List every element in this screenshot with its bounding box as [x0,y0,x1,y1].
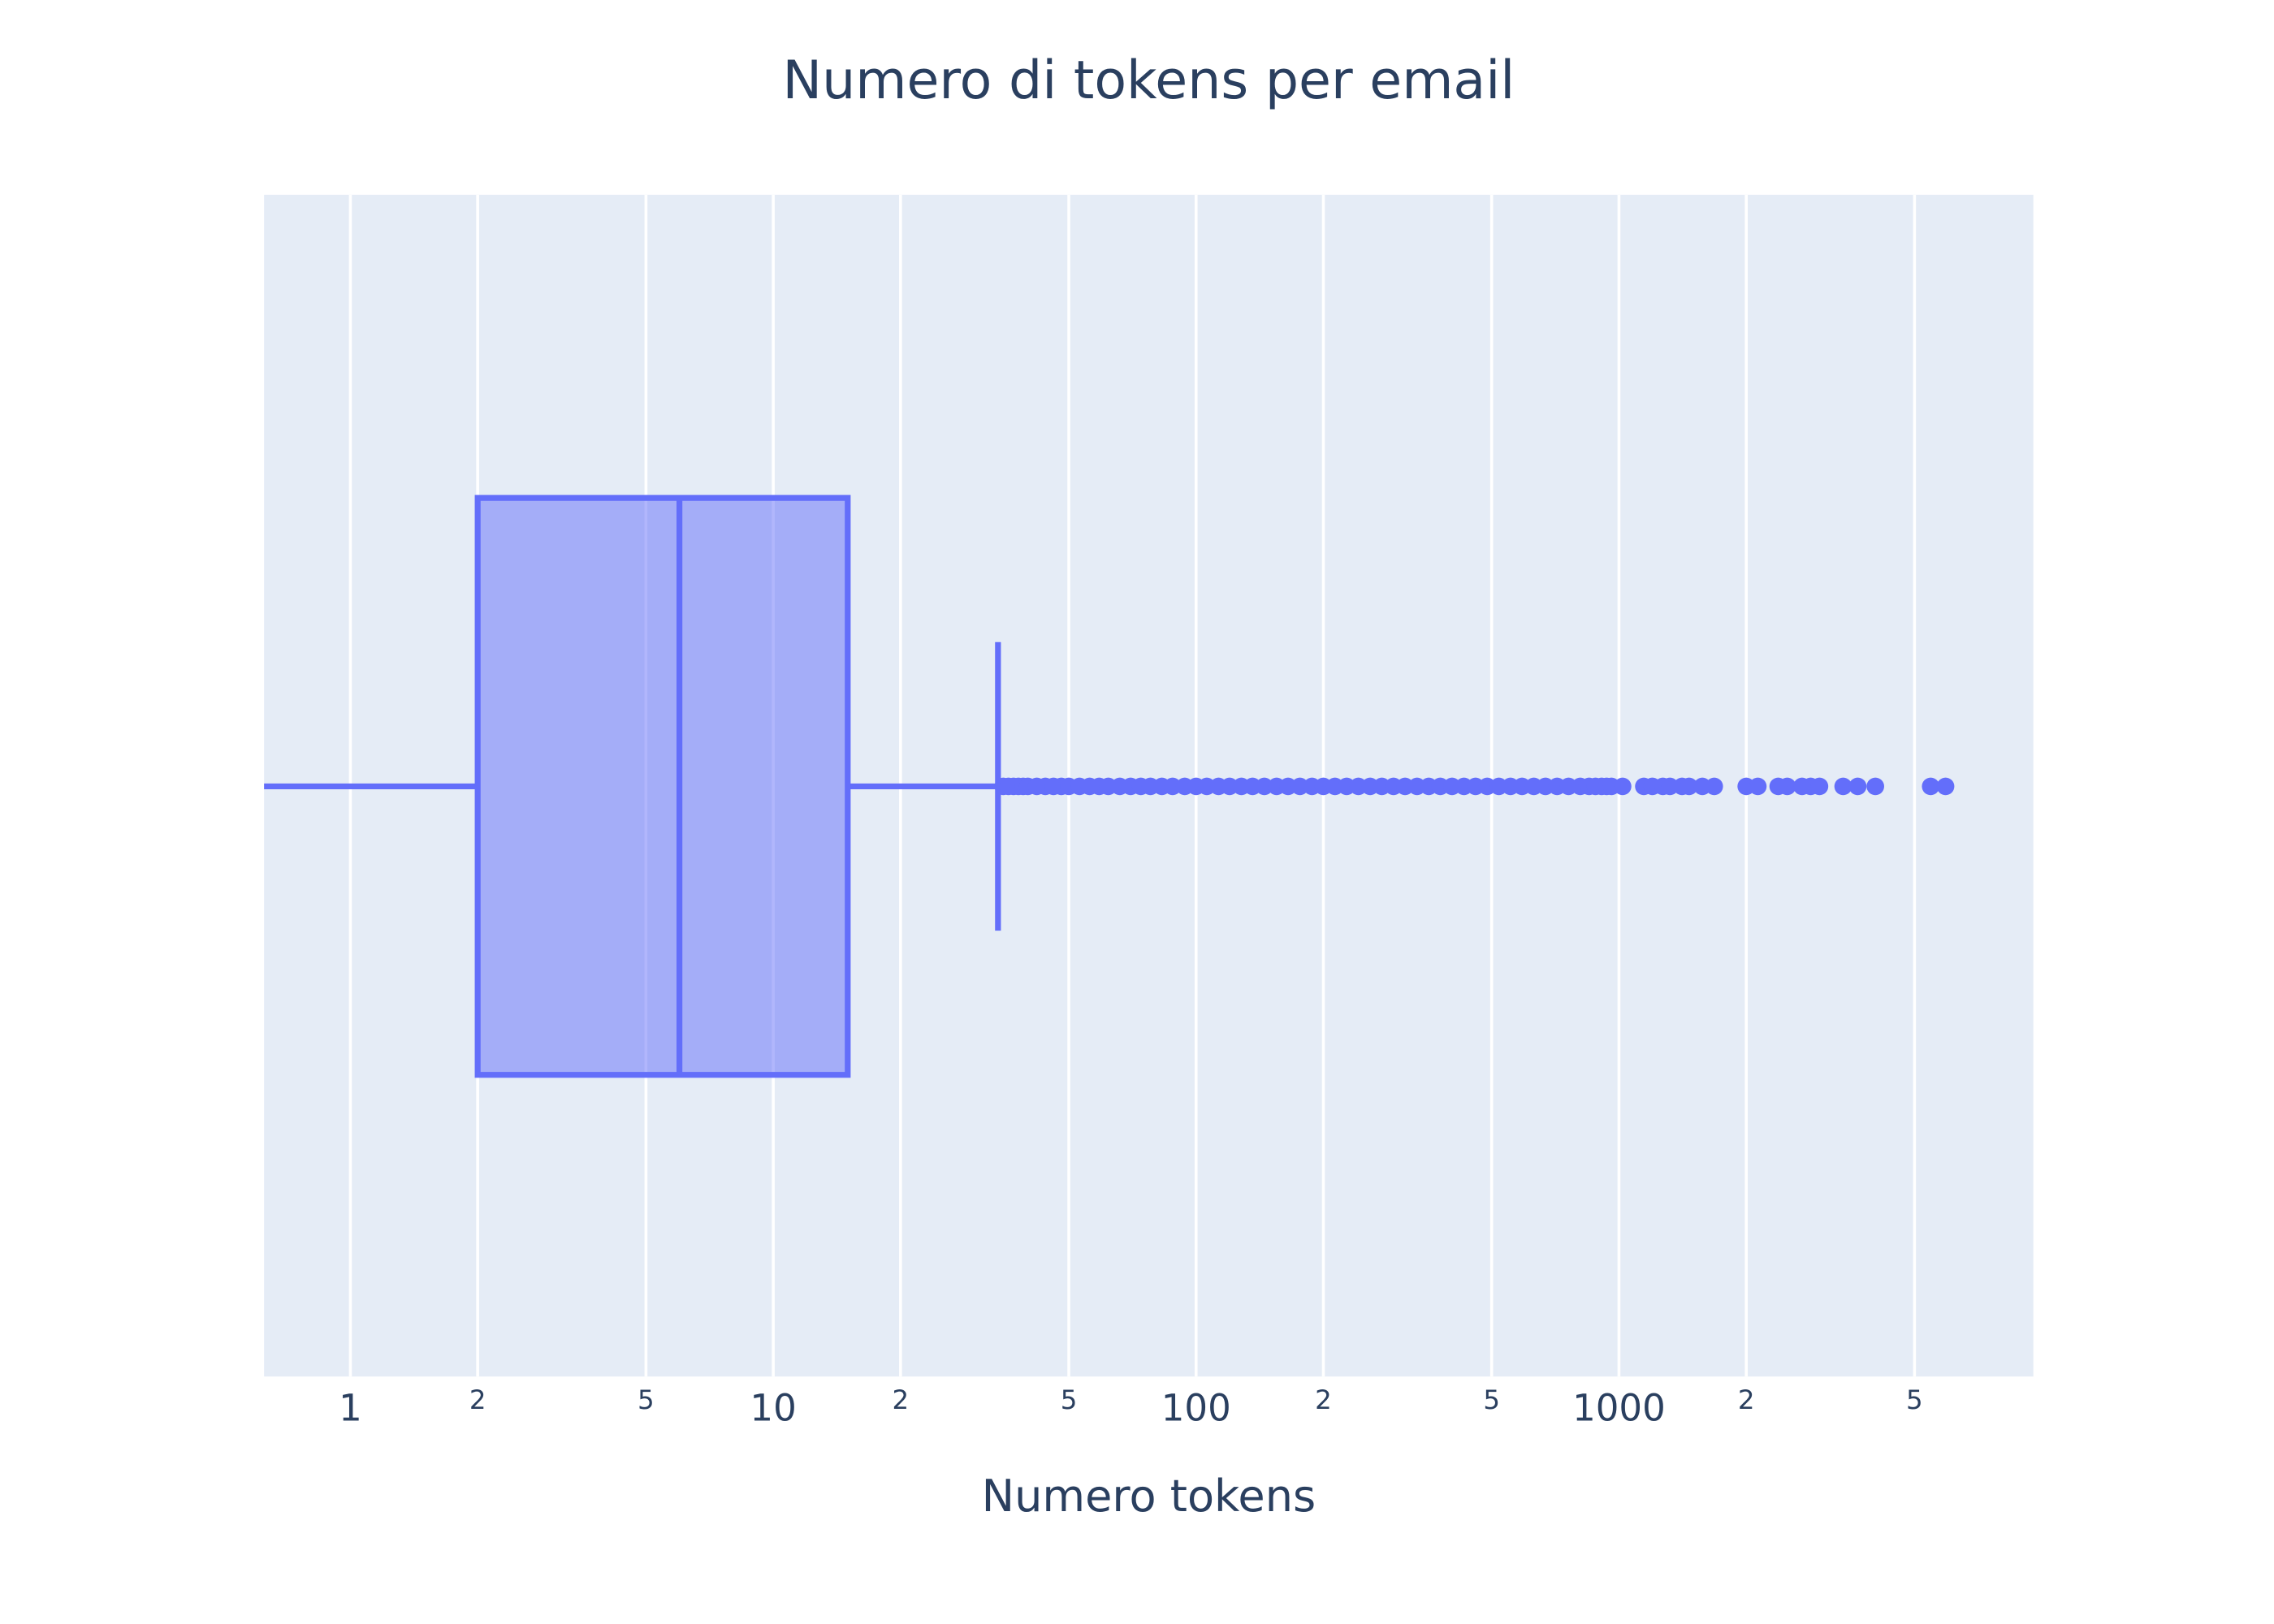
box [474,495,851,1078]
chart-title: Numero di tokens per email [783,50,1515,111]
x-tick-label: 2 [469,1384,486,1415]
outlier [1705,777,1723,796]
x-tick-label: 2 [893,1384,910,1415]
x-tick-label: 100 [1161,1386,1231,1429]
x-tick-label: 2 [1738,1384,1755,1415]
x-tick-label: 5 [1906,1384,1923,1415]
outlier [1680,777,1698,796]
x-tick-label: 5 [1483,1384,1500,1415]
x-tick-label: 1000 [1572,1386,1666,1429]
outlier [1866,777,1884,796]
outlier [1936,777,1955,796]
outlier [1834,777,1852,796]
outlier [1778,777,1796,796]
outlier [1614,777,1632,796]
x-tick-label: 2 [1315,1384,1332,1415]
outlier [1922,777,1940,796]
x-tick-label: 5 [1061,1384,1078,1415]
outlier [1848,777,1867,796]
outlier [1749,777,1767,796]
outlier [1810,777,1829,796]
x-axis-title: Numero tokens [982,1471,1316,1522]
outlier [1290,777,1309,796]
outlier [1255,777,1273,796]
x-tick-label: 1 [339,1386,362,1429]
x-tick-label: 10 [750,1386,796,1429]
x-tick-label: 5 [638,1384,655,1415]
outlier [1661,777,1680,796]
outlier [1164,777,1182,796]
